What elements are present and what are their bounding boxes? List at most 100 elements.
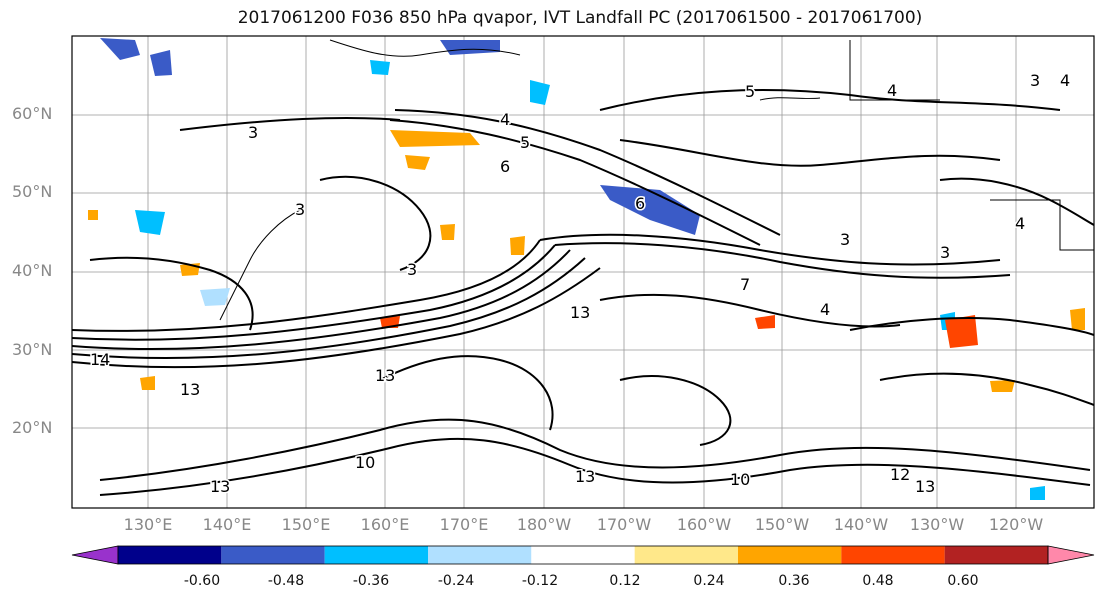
ivt-contours <box>71 89 1095 496</box>
qvapor-negative-patch <box>600 185 700 235</box>
qvapor-positive-patch <box>945 315 978 348</box>
lon-label-140w: 140°W <box>833 515 889 534</box>
contour-label: 4 <box>1015 214 1025 233</box>
lon-label-150w: 150°W <box>754 515 810 534</box>
colorbar-outline <box>117 545 1049 565</box>
colorbar-bin <box>428 546 532 564</box>
contour-line <box>71 267 601 369</box>
plot-frame <box>71 35 1095 509</box>
colorbar-extend-max <box>1047 545 1095 565</box>
qvapor-positive-patch <box>1070 308 1085 330</box>
contour-line <box>599 89 1061 111</box>
contour-line <box>394 109 781 236</box>
colorbar-bin <box>324 546 428 564</box>
contour-label: 5 <box>745 82 755 101</box>
contour-label: 7 <box>740 275 750 294</box>
colorbar-bin <box>738 546 842 564</box>
contour-label: 3 <box>1030 71 1040 90</box>
colorbar-tick: -0.48 <box>267 573 305 589</box>
qvapor-negative-patch <box>135 210 165 235</box>
qvapor-positive-patch <box>755 315 775 329</box>
contour-line <box>554 242 1011 279</box>
contour-label: 13 <box>570 303 590 322</box>
contour-line <box>319 175 432 271</box>
coastlines <box>219 39 1094 321</box>
contour-line <box>879 372 1095 406</box>
lat-label-20n: 20°N <box>12 418 53 437</box>
contour-label: 3 <box>407 260 417 279</box>
contour-label: 10 <box>730 470 750 489</box>
contour-label: 13 <box>915 477 935 496</box>
contour-line <box>539 233 1001 266</box>
map-title: 2017061200 F036 850 hPa qvapor, IVT Land… <box>237 8 923 28</box>
gridlines <box>72 36 1094 508</box>
coastline <box>759 97 821 101</box>
qvapor-positive-patch <box>440 224 455 240</box>
contour-label: 6 <box>635 194 645 213</box>
qvapor-negative-patch <box>150 50 172 76</box>
contour-line <box>71 257 586 360</box>
contour-label: 4 <box>887 81 897 100</box>
qvapor-positive-patch <box>510 236 525 255</box>
colorbar-tick: 0.24 <box>693 573 725 589</box>
lon-label-130w: 130°W <box>909 515 965 534</box>
qvapor-negative-patch <box>100 38 140 60</box>
contour-label: 4 <box>820 300 830 319</box>
contour-label: 6 <box>500 157 510 176</box>
lat-label-30n: 30°N <box>12 340 53 359</box>
qvapor-negative-patch <box>1030 486 1045 500</box>
coastline <box>990 199 1094 251</box>
contour-line <box>71 244 556 341</box>
lon-label-160e: 160°E <box>360 515 410 534</box>
colorbar-bin <box>531 546 635 564</box>
colorbar-bin <box>634 546 738 564</box>
colorbar-extend-min <box>71 545 119 565</box>
contour-label: 3 <box>840 230 850 249</box>
colorbar-tick: 0.36 <box>778 573 810 589</box>
contour-line <box>619 375 732 446</box>
coastline <box>219 209 301 321</box>
contour-label: 3 <box>295 200 305 219</box>
colorbar-tick: -0.12 <box>521 573 559 589</box>
contour-label: 3 <box>940 243 950 262</box>
colorbar-tick: -0.60 <box>183 573 221 589</box>
lon-label-170w: 170°W <box>596 515 652 534</box>
qvapor-positive-patch <box>88 210 98 220</box>
coastline <box>849 40 940 101</box>
contour-label: 13 <box>180 380 200 399</box>
lat-label-40n: 40°N <box>12 261 53 280</box>
coastline <box>329 39 521 57</box>
lat-label-60n: 60°N <box>12 104 53 123</box>
lon-label-160w: 160°W <box>676 515 732 534</box>
contour-label: 13 <box>210 477 230 496</box>
qvapor-positive-patch <box>390 130 480 147</box>
contour-line <box>99 418 1091 481</box>
lon-label-140e: 140°E <box>202 515 252 534</box>
contour-label: 13 <box>575 467 595 486</box>
contour-label: 12 <box>890 465 910 484</box>
lon-label-130e: 130°E <box>123 515 173 534</box>
colorbar-bin <box>944 546 1048 564</box>
colorbar-tick: 0.12 <box>609 573 641 589</box>
contour-line <box>99 437 1091 496</box>
colorbar-tick: 0.60 <box>947 573 979 589</box>
contour-label: 4 <box>500 110 510 129</box>
qvapor-negative-patch <box>530 80 550 105</box>
colorbar-bin <box>841 546 945 564</box>
contour-label: 10 <box>355 453 375 472</box>
lon-label-180w: 180°W <box>516 515 572 534</box>
colorbar <box>71 545 1095 565</box>
contour-line <box>599 293 901 328</box>
qvapor-positive-patch <box>990 380 1015 392</box>
contour-line <box>849 317 1095 336</box>
qvapor-negative-patch <box>440 40 500 55</box>
colorbar-bin <box>221 546 325 564</box>
lat-label-50n: 50°N <box>12 182 53 201</box>
contour-line <box>619 139 1001 167</box>
contour-label: 13 <box>375 366 395 385</box>
colorbar-tick: -0.24 <box>437 573 475 589</box>
contour-line <box>389 119 761 246</box>
lon-label-170e: 170°E <box>439 515 489 534</box>
contour-line <box>179 117 401 131</box>
